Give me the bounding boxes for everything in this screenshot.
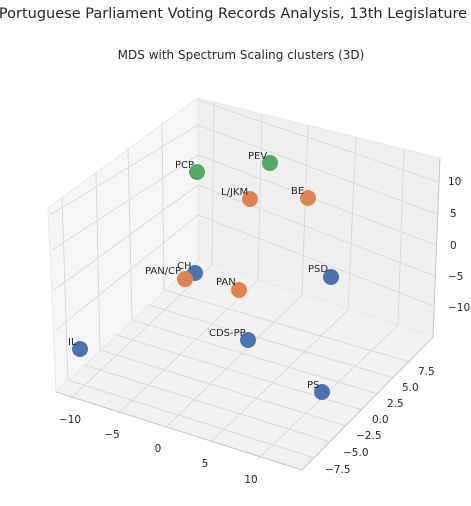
z-tick-label: −10	[448, 302, 470, 314]
grid-line	[49, 124, 199, 216]
grid-line	[161, 121, 165, 291]
x-tick-label: −10	[59, 414, 81, 426]
point-label: CH	[177, 261, 192, 272]
data-point	[231, 282, 247, 298]
point-label: IL	[68, 337, 77, 348]
y-tick-label: 7.5	[418, 366, 435, 378]
x-tick-label: 10	[244, 474, 257, 486]
grid-line	[61, 196, 69, 381]
grid-line	[69, 264, 213, 400]
data-point	[189, 164, 205, 180]
y-tick-label: 5.0	[402, 382, 419, 394]
grid-line	[347, 136, 357, 311]
grid-line	[163, 294, 303, 430]
z-tick-label: −5	[448, 271, 463, 283]
y-tick-label: −2.5	[356, 430, 382, 442]
grid-line	[67, 379, 315, 459]
data-point	[242, 191, 258, 207]
z-tick-labels: −10 −5 0 5 10	[448, 176, 470, 314]
grid-line	[117, 279, 259, 415]
data-point	[300, 190, 316, 206]
point-label: L/JKM	[221, 187, 248, 198]
figure-title: Portuguese Parliament Voting Records Ana…	[0, 6, 467, 22]
x-tick-label: −5	[104, 429, 119, 441]
grid-line	[83, 364, 331, 443]
y-tick-label: 2.5	[387, 398, 404, 410]
grid-line	[51, 154, 199, 251]
grid-line	[197, 214, 435, 307]
chart-title: MDS with Spectrum Scaling clusters (3D)	[118, 48, 365, 62]
y-tick-labels: −7.5 −5.0 −2.5 0.0 2.5 5.0 7.5	[325, 366, 435, 476]
grid-line	[197, 99, 440, 183]
z-tick-label: 5	[450, 208, 457, 220]
point-label: PS	[307, 380, 319, 391]
grid-line	[197, 124, 438, 215]
data-point	[314, 384, 330, 400]
grid-line	[99, 349, 347, 427]
data-point	[240, 332, 256, 348]
y-tick-label: −7.5	[325, 464, 351, 476]
point-label: PAN/CP	[145, 266, 181, 277]
grid-line	[211, 101, 215, 266]
y-tick-label: −5.0	[343, 447, 369, 459]
grid-line	[95, 171, 101, 351]
y-tick-label: 0.0	[372, 414, 389, 426]
y-axis-line	[301, 336, 434, 471]
x-tick-label: 0	[155, 443, 162, 455]
point-label: CDS-PP	[209, 328, 246, 339]
grid-line	[197, 184, 436, 277]
axes-3d: −10 −5 0 5 10 −7.5 −5.0 −2.5 0.0 2.5 5.0…	[47, 97, 470, 486]
grid-line	[197, 154, 437, 246]
point-label: BE	[291, 186, 304, 197]
grid-line	[257, 113, 263, 281]
x-axis-line	[55, 391, 303, 471]
data-point	[177, 271, 193, 287]
grid-line	[55, 214, 199, 331]
grid-lines	[49, 99, 440, 460]
grid-line	[301, 124, 309, 296]
data-point	[262, 155, 278, 171]
x-tick-labels: −10 −5 0 5 10	[59, 414, 258, 486]
grid-line	[131, 319, 379, 395]
grid-line	[53, 184, 199, 291]
point-label: PEV	[248, 151, 267, 162]
grid-line	[147, 304, 395, 379]
grid-line	[163, 289, 411, 363]
data-point	[323, 269, 339, 285]
point-label: PCP	[175, 160, 194, 171]
grid-line	[209, 309, 349, 444]
z-tick-label: 0	[450, 240, 457, 252]
z-axis-line	[432, 157, 441, 338]
z-tick-label: 10	[448, 176, 461, 188]
point-label: PAN	[216, 277, 236, 288]
point-label: PSD	[308, 264, 328, 275]
x-tick-label: 5	[202, 458, 209, 470]
grid-line	[397, 148, 405, 326]
data-point	[72, 341, 88, 357]
grid-line	[127, 146, 133, 321]
